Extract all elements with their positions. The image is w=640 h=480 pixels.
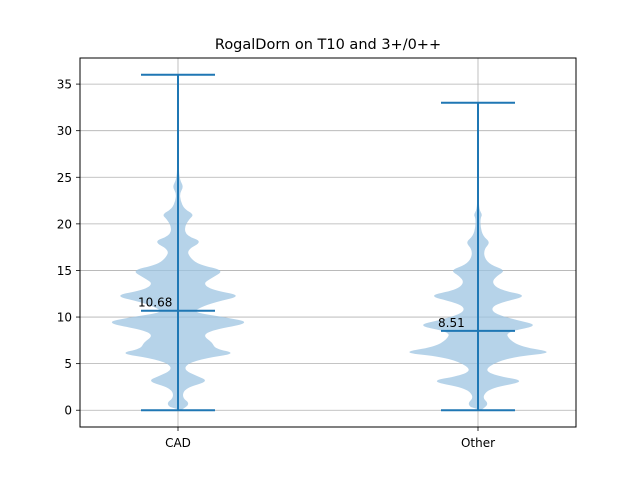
- violin-stat-lines: [141, 73, 515, 412]
- plot-axes: [79, 57, 577, 428]
- y-tick-label: 5: [64, 357, 72, 371]
- y-tick-label: 0: [64, 404, 72, 418]
- y-tick-label: 10: [57, 311, 72, 325]
- chart-title: RogalDorn on T10 and 3+/0++: [215, 37, 441, 53]
- mean-label-cad: 10.68: [138, 296, 172, 310]
- x-tick-label: CAD: [165, 436, 191, 450]
- y-tick-label: 25: [57, 171, 72, 185]
- y-tick-label: 30: [57, 124, 72, 138]
- axis-ticks: CAD Other 0 5 10 15 20 25 30 35: [57, 78, 495, 450]
- mean-label-other: 8.51: [438, 316, 465, 330]
- y-tick-label: 20: [57, 217, 72, 231]
- plot-frame: [79, 57, 577, 428]
- grid-lines: [80, 58, 576, 427]
- y-tick-label: 15: [57, 264, 72, 278]
- mean-annotations: 10.68 8.51: [138, 296, 465, 330]
- x-tick-label: Other: [461, 436, 495, 450]
- y-tick-label: 35: [57, 78, 72, 92]
